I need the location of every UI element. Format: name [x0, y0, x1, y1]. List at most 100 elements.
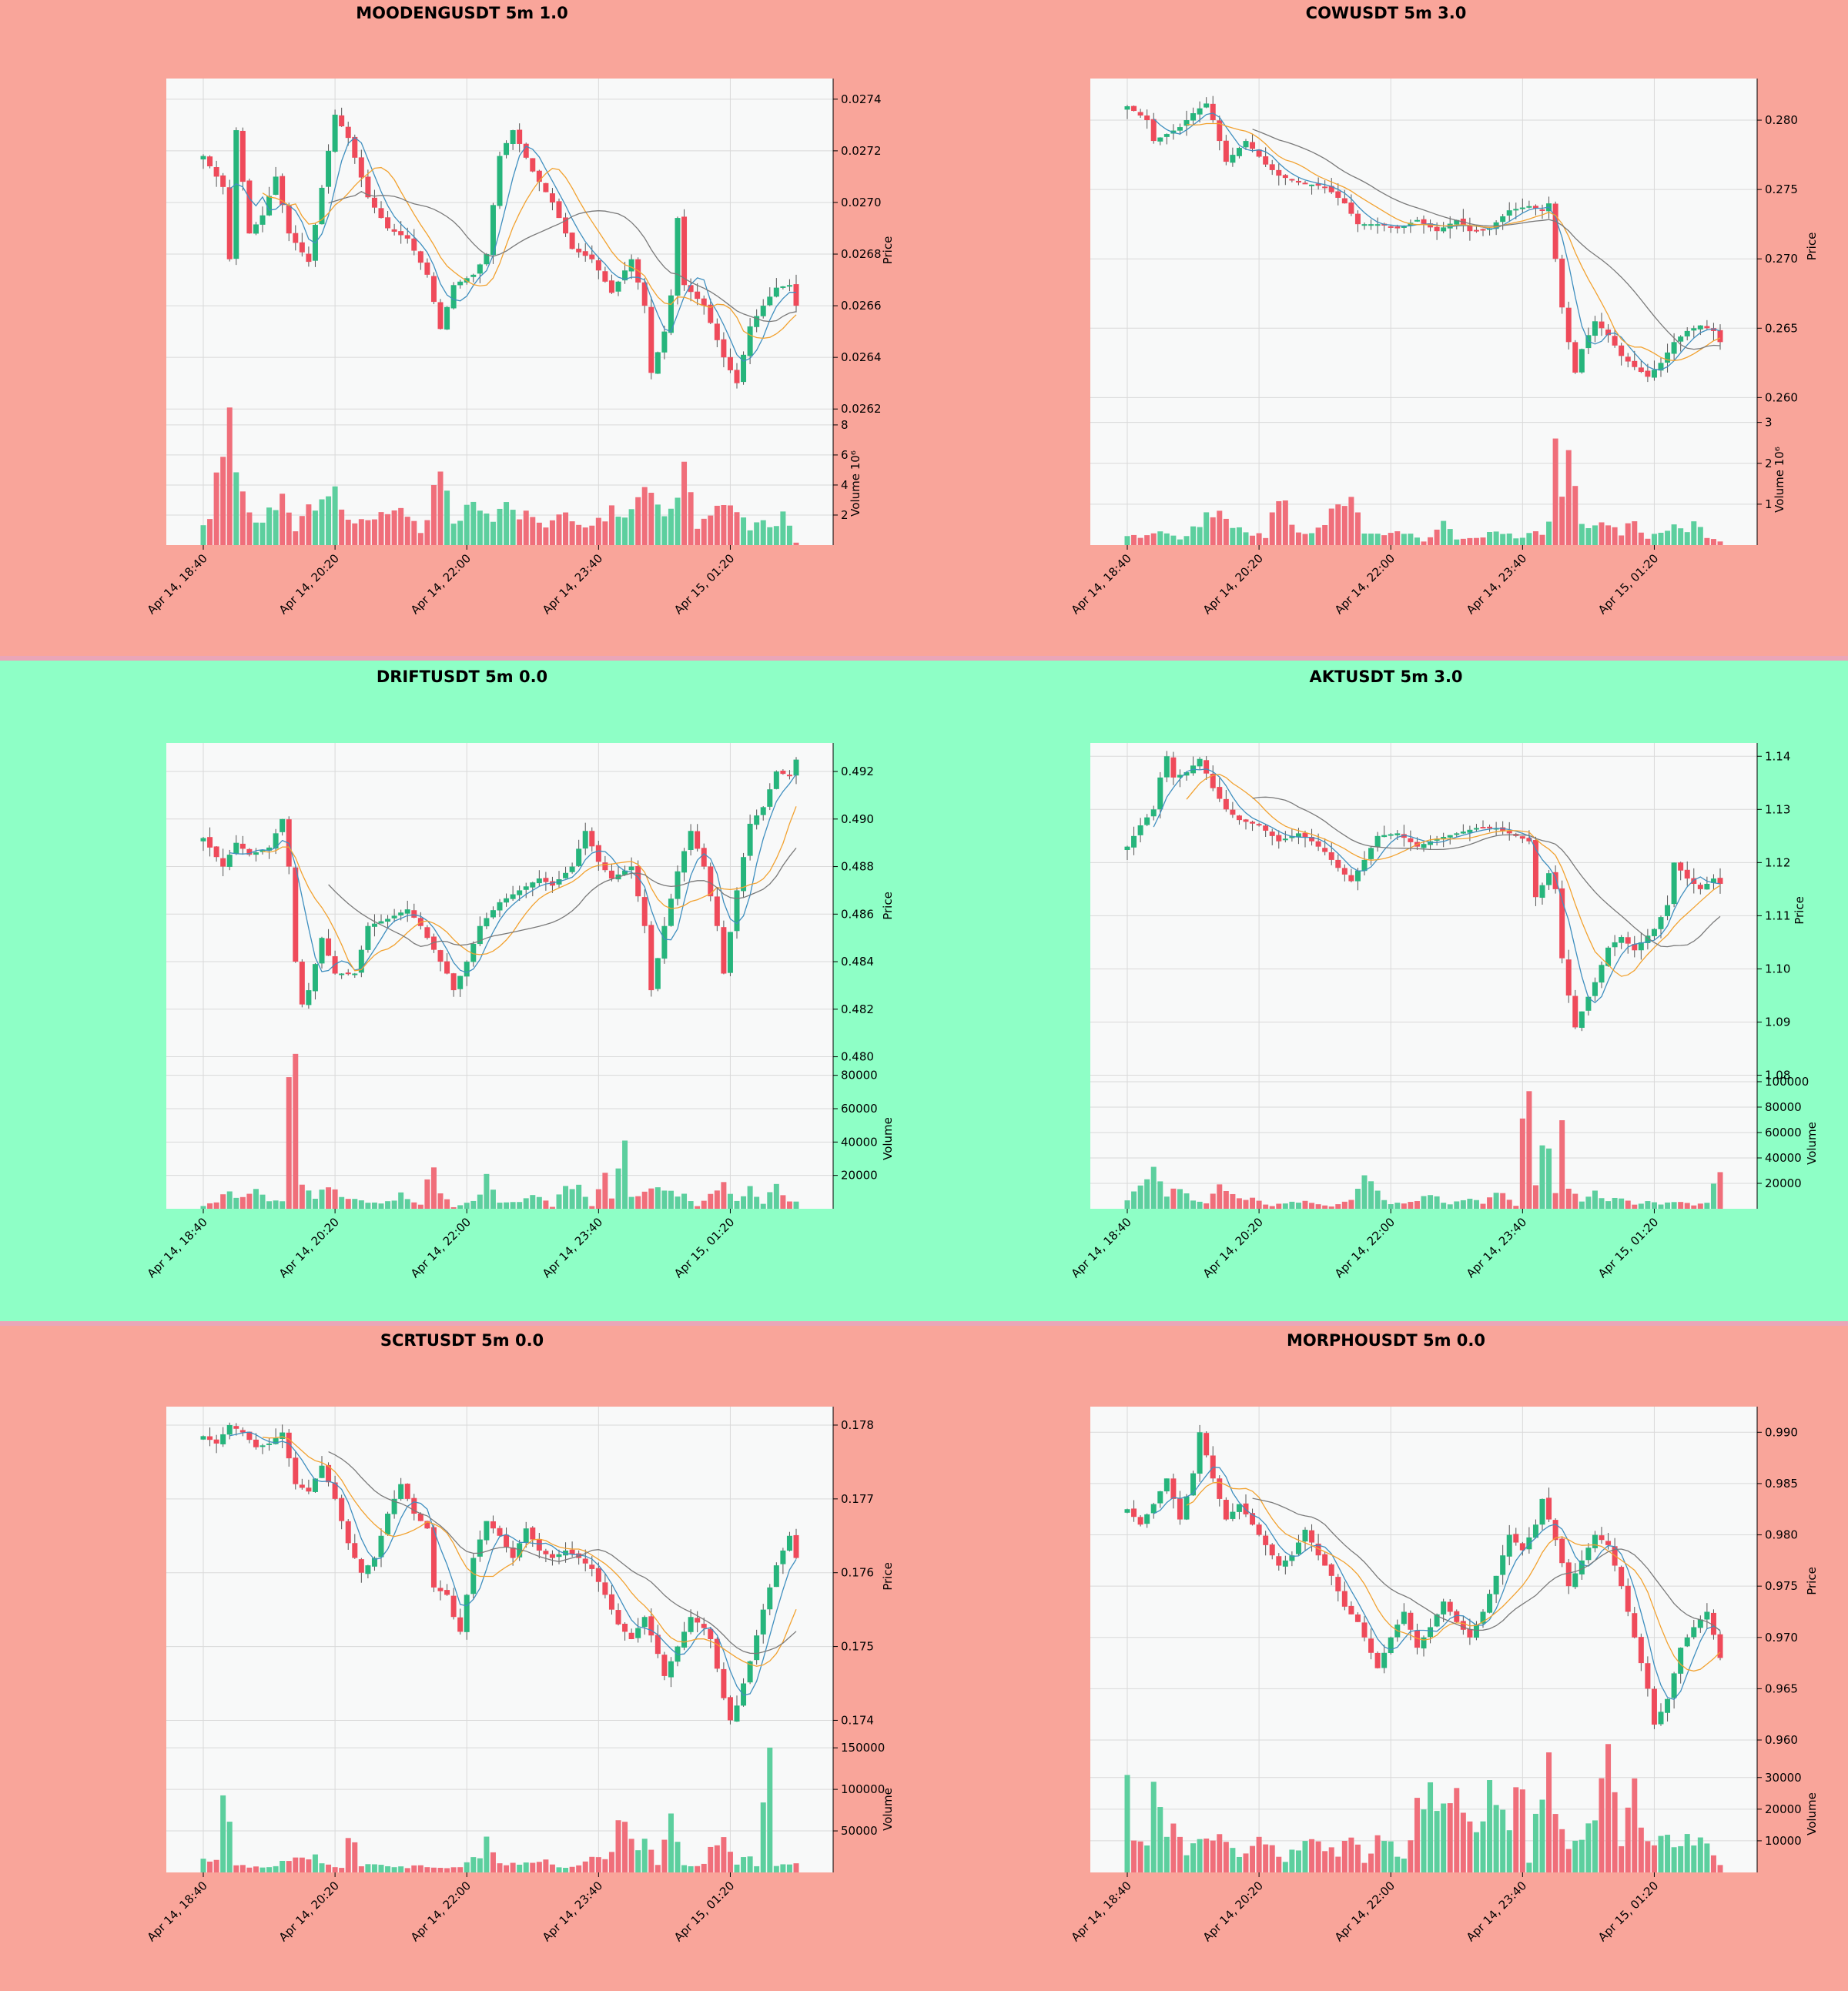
volume-bar [688, 1866, 694, 1872]
volume-bar [1539, 1145, 1545, 1209]
candle-body [1473, 828, 1479, 830]
volume-plot-area [1090, 414, 1757, 545]
volume-bar [1619, 1198, 1625, 1209]
volume-bar [1322, 1205, 1328, 1209]
volume-bar [1678, 1845, 1684, 1872]
volume-bar [773, 1183, 779, 1209]
candle-body [714, 896, 720, 926]
candle-body [233, 1426, 239, 1429]
volume-bar [1638, 532, 1644, 545]
volume-bar [207, 1861, 213, 1872]
volume-bar [1217, 1834, 1223, 1872]
candle-body [1302, 832, 1308, 838]
candle-body [1665, 905, 1671, 916]
volume-bar [1493, 1805, 1499, 1872]
candle-body [404, 235, 410, 239]
candle-body [1704, 883, 1710, 890]
volume-bar [1572, 486, 1578, 545]
volume-bar [641, 1191, 648, 1209]
volume-bar [1473, 1200, 1479, 1209]
price-tick-label: 0.480 [841, 1050, 874, 1064]
volume-bar [1124, 1775, 1130, 1872]
volume-bar [226, 1822, 233, 1872]
x-tick-label: Apr 14, 18:40 [1069, 1879, 1134, 1944]
candle-body [319, 938, 325, 964]
candle-body [1578, 1011, 1585, 1028]
volume-bar [648, 1849, 654, 1872]
volume-bar [1697, 1837, 1703, 1872]
volume-bar [1401, 1203, 1407, 1209]
candle-body [1526, 206, 1532, 208]
volume-bar [259, 1194, 266, 1209]
candle-body [510, 894, 516, 899]
candle-body [1354, 870, 1361, 882]
candle-body [464, 962, 470, 977]
candle-body [319, 1465, 325, 1478]
candle-body [1506, 831, 1512, 834]
x-tick-label: Apr 14, 22:00 [408, 1215, 474, 1280]
volume-bar [1460, 1812, 1466, 1872]
candle-body [1263, 825, 1269, 831]
volume-bar [1665, 1202, 1671, 1209]
volume-bar [1401, 534, 1407, 545]
candle-body [484, 254, 490, 265]
volume-bar [1157, 1181, 1163, 1209]
candle-body [1625, 1585, 1631, 1612]
candle-body [1592, 321, 1598, 336]
volume-bar [1368, 1853, 1374, 1872]
volume-bar [1250, 1197, 1256, 1209]
volume-bar [1144, 535, 1150, 545]
candle-body [517, 129, 523, 144]
volume-bar [1374, 1190, 1381, 1209]
volume-bar [517, 1864, 523, 1872]
candle-body [1638, 942, 1644, 951]
volume-bar [589, 1206, 595, 1209]
price-tick-label: 0.980 [1765, 1528, 1798, 1542]
volume-bar [1599, 1778, 1605, 1872]
price-plot-area [166, 79, 833, 422]
volume-bar [1348, 497, 1354, 545]
volume-bar [701, 1863, 707, 1872]
candle-body [1697, 1619, 1703, 1628]
candle-body [595, 260, 601, 271]
volume-bar [1374, 1835, 1381, 1872]
volume-bar [504, 1865, 510, 1872]
volume-bar [1335, 504, 1341, 545]
candle-body [608, 870, 614, 878]
volume-bar [1348, 1837, 1354, 1872]
volume-bar [760, 1203, 766, 1209]
candle-body [1341, 868, 1348, 875]
candle-body [391, 915, 397, 919]
candle-body [641, 282, 648, 306]
volume-bar [484, 1836, 490, 1872]
candle-body [1691, 1627, 1697, 1638]
candle-body [1487, 826, 1493, 828]
candle-body [1625, 937, 1631, 944]
volume-bar [741, 1857, 747, 1872]
candle-body [1361, 224, 1368, 226]
x-tick-label: Apr 14, 20:20 [1200, 551, 1266, 617]
volume-bar [286, 1861, 292, 1872]
candle-body [517, 1543, 523, 1558]
volume-bar [556, 514, 562, 545]
candle-body [1632, 360, 1638, 367]
volume-bar [1632, 521, 1638, 545]
candle-body [654, 352, 661, 374]
candle-body [457, 1617, 464, 1632]
volume-bar [1394, 531, 1401, 545]
x-tick-label: Apr 14, 18:40 [145, 1879, 210, 1944]
volume-bar [595, 517, 601, 545]
volume-bar [688, 492, 694, 545]
volume-bar [470, 1200, 477, 1209]
candle-body [1552, 872, 1558, 889]
volume-bar [582, 1861, 588, 1872]
volume-bar [1282, 1862, 1288, 1872]
candle-body [1428, 1627, 1434, 1638]
candle-body [582, 1558, 588, 1564]
candle-body [741, 354, 747, 383]
candle-body [1163, 1478, 1170, 1492]
volume-bar [1315, 527, 1321, 545]
volume-bar [497, 508, 503, 545]
candle-body [1250, 1513, 1256, 1525]
candle-body [510, 1548, 516, 1558]
